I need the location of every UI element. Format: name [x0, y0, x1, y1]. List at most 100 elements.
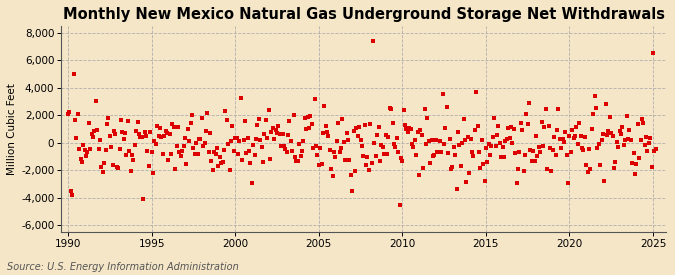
Point: [319, 103, 329, 108]
Point: [433, 150, 444, 154]
Point: [267, 126, 278, 130]
Point: [466, 150, 477, 154]
Point: [592, 146, 603, 150]
Point: [350, 169, 360, 174]
Point: [393, 150, 404, 154]
Point: [67, 192, 78, 197]
Point: [402, 130, 413, 134]
Point: [153, 133, 164, 138]
Point: [253, 116, 264, 121]
Point: [380, 133, 391, 137]
Point: [400, 123, 410, 127]
Point: [460, 138, 470, 142]
Point: [164, 132, 175, 136]
Point: [106, 144, 117, 149]
Point: [529, 159, 540, 163]
Point: [504, 136, 515, 140]
Point: [340, 158, 350, 162]
Point: [549, 135, 560, 139]
Point: [115, 118, 126, 122]
Point: [362, 155, 373, 159]
Point: [419, 106, 430, 111]
Point: [344, 158, 355, 163]
Point: [500, 139, 511, 144]
Point: [394, 202, 405, 207]
Point: [347, 189, 358, 193]
Point: [100, 148, 111, 153]
Point: [266, 130, 277, 134]
Point: [497, 144, 508, 149]
Point: [439, 142, 450, 146]
Point: [524, 101, 535, 105]
Point: [291, 159, 302, 164]
Point: [507, 141, 518, 146]
Point: [216, 161, 227, 165]
Point: [381, 152, 392, 156]
Point: [387, 120, 398, 125]
Point: [131, 128, 142, 133]
Point: [355, 138, 366, 142]
Point: [219, 148, 230, 153]
Point: [151, 141, 161, 146]
Point: [177, 149, 188, 153]
Point: [274, 132, 285, 136]
Point: [196, 116, 207, 120]
Point: [103, 116, 114, 120]
Point: [157, 152, 168, 156]
Point: [188, 146, 198, 150]
Point: [223, 142, 234, 146]
Point: [292, 158, 303, 163]
Point: [121, 152, 132, 157]
Point: [277, 132, 288, 137]
Point: [279, 143, 290, 148]
Point: [107, 163, 118, 167]
Point: [620, 138, 630, 142]
Point: [649, 149, 660, 153]
Point: [152, 124, 163, 128]
Point: [566, 150, 576, 154]
Point: [522, 121, 533, 126]
Point: [496, 155, 507, 159]
Point: [605, 115, 616, 119]
Point: [99, 161, 109, 165]
Point: [165, 152, 176, 156]
Point: [360, 163, 371, 167]
Point: [595, 163, 605, 167]
Point: [335, 146, 346, 151]
Point: [536, 119, 547, 124]
Point: [481, 146, 491, 150]
Point: [359, 123, 370, 127]
Point: [567, 128, 578, 132]
Point: [631, 162, 642, 166]
Point: [136, 135, 147, 139]
Point: [86, 132, 97, 136]
Point: [365, 122, 376, 126]
Point: [68, 72, 79, 76]
Point: [553, 107, 564, 111]
Point: [200, 129, 211, 133]
Point: [377, 145, 388, 149]
Point: [401, 127, 412, 131]
Point: [441, 104, 452, 109]
Point: [170, 167, 181, 171]
Point: [369, 141, 380, 145]
Point: [531, 134, 541, 139]
Point: [367, 160, 377, 165]
Point: [474, 150, 485, 154]
Point: [93, 147, 104, 151]
Point: [446, 166, 456, 171]
Point: [608, 134, 618, 138]
Point: [327, 174, 338, 178]
Point: [546, 168, 557, 173]
Point: [210, 152, 221, 156]
Point: [572, 142, 583, 146]
Point: [585, 167, 596, 171]
Point: [270, 127, 281, 132]
Point: [79, 148, 90, 152]
Point: [431, 138, 441, 142]
Point: [96, 165, 107, 170]
Point: [472, 123, 483, 128]
Point: [490, 144, 501, 148]
Point: [412, 130, 423, 134]
Point: [171, 144, 182, 148]
